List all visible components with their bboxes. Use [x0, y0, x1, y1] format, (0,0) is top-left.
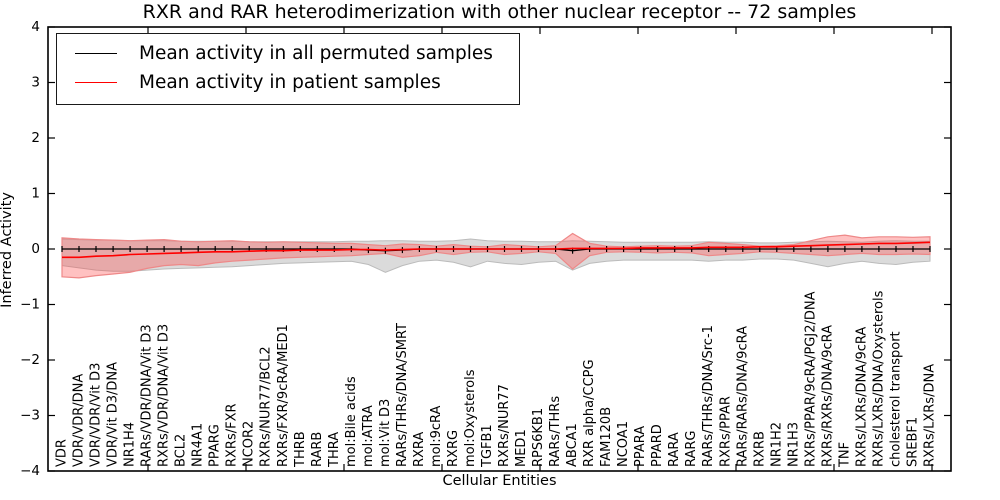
- x-tick-label: RARA: [667, 432, 682, 467]
- x-tick-label: SREBF1: [906, 417, 921, 467]
- y-tick-label: 0: [31, 241, 40, 257]
- x-tick-label: VDR/VDR/DNA: [72, 374, 87, 467]
- x-tick-label: TNF: [837, 442, 852, 468]
- y-tick-label: −1: [20, 297, 40, 313]
- legend-label-patient: Mean activity in patient samples: [139, 72, 441, 93]
- x-tick-label: VDR/VDR/Vit D3: [89, 363, 104, 467]
- legend: Mean activity in all permuted samples Me…: [56, 33, 520, 105]
- x-tick-label: RARs/THRs/DNA/Src-1: [701, 325, 716, 467]
- y-tick-label: −2: [20, 352, 40, 368]
- x-tick-label: RARG: [684, 430, 699, 467]
- x-tick-label: THRB: [293, 431, 308, 468]
- x-tick-label: mol:Oxysterols: [463, 369, 478, 467]
- x-tick-label: PPARA: [633, 426, 648, 467]
- y-tick-label: 4: [31, 19, 40, 35]
- x-tick-label: RARs/THRs/DNA/SMRT: [395, 323, 410, 467]
- x-tick-label: RARB: [310, 432, 325, 467]
- y-tick-label: 2: [31, 130, 40, 146]
- x-tick-label: RXR alpha/CCPG: [582, 359, 597, 467]
- y-axis-label: Inferred Activity: [0, 192, 15, 308]
- patient-line-sample: [75, 82, 117, 83]
- patient-band: [61, 232, 931, 279]
- x-tick-label: RXRs/RXRs/DNA/9cRA: [820, 325, 835, 467]
- x-tick-label: RXRs/FXR/9cRA/MED1: [276, 324, 291, 467]
- x-tick-label: RXRs/LXRs/DNA/Oxysterols: [871, 290, 886, 467]
- x-tick-label: RARs/RARs/DNA/9cRA: [735, 326, 750, 467]
- x-tick-label: THRA: [327, 432, 342, 468]
- x-tick-label: RXRs/VDR/DNA/Vit D3: [157, 324, 172, 467]
- x-tick-label: NR4A1: [191, 423, 206, 467]
- legend-label-permuted: Mean activity in all permuted samples: [139, 43, 493, 64]
- x-tick-label: RXRB: [752, 431, 767, 467]
- legend-item-patient: Mean activity in patient samples: [75, 68, 493, 97]
- x-tick-label: cholesterol transport: [889, 331, 904, 467]
- x-tick-label: RXRG: [446, 430, 461, 467]
- x-tick-label: RXRs/LXRs/DNA/9cRA: [854, 327, 869, 467]
- x-tick-label: BCL2: [174, 434, 189, 467]
- y-tick-label: 3: [31, 75, 40, 91]
- y-tick-label: 1: [31, 186, 40, 202]
- x-tick-label: NR1H2: [769, 422, 784, 467]
- x-tick-label: RPS6KB1: [531, 408, 546, 467]
- legend-item-permuted: Mean activity in all permuted samples: [75, 39, 493, 68]
- x-tick-label: NR1H3: [786, 422, 801, 467]
- x-tick-label: FAM120B: [599, 407, 614, 467]
- x-tick-label: PPARG: [208, 424, 223, 467]
- x-tick-label: RARs/THRs: [548, 396, 563, 467]
- x-tick-label: RARs/VDR/DNA/Vit D3: [140, 324, 155, 467]
- x-tick-label: ABCA1: [565, 423, 580, 467]
- x-tick-label: NR1H4: [123, 422, 138, 467]
- x-tick-label: mol:Vit D3: [378, 399, 393, 467]
- patient-mean-line: [62, 241, 931, 259]
- x-tick-label: NCOA1: [616, 421, 631, 467]
- x-tick-label: RXRs/FXR: [225, 403, 240, 467]
- x-axis-label: Cellular Entities: [442, 473, 557, 489]
- x-tick-label: RXRs/PPAR: [718, 396, 733, 467]
- permuted-line-sample: [75, 53, 117, 54]
- x-tick-label: RXRs/NUR77: [497, 384, 512, 467]
- x-tick-label: VDR: [55, 439, 70, 467]
- chart-title: RXR and RAR heterodimerization with othe…: [142, 1, 857, 23]
- x-tick-label: RXRA: [412, 432, 427, 467]
- x-tick-label: NCOR2: [242, 421, 257, 467]
- x-tick-label: PPARD: [650, 424, 665, 467]
- x-tick-label: RXRs/NUR77/BCL2: [259, 346, 274, 467]
- x-tick-label: mol:ATRA: [361, 405, 376, 467]
- x-tick-label: mol:Bile acids: [344, 376, 359, 467]
- x-tick-label: mol:9cRA: [429, 405, 444, 467]
- x-tick-label: MED1: [514, 429, 529, 467]
- y-tick-label: −4: [20, 463, 40, 479]
- x-tick-label: RXRs/LXRs/DNA: [923, 364, 938, 467]
- x-tick-label: VDR/Vit D3/DNA: [106, 362, 121, 467]
- x-tick-label: RXRs/PPAR/9cRA/PGJ2/DNA: [803, 291, 818, 467]
- y-tick-label: −3: [20, 408, 40, 424]
- x-tick-label: TGFB1: [480, 424, 495, 468]
